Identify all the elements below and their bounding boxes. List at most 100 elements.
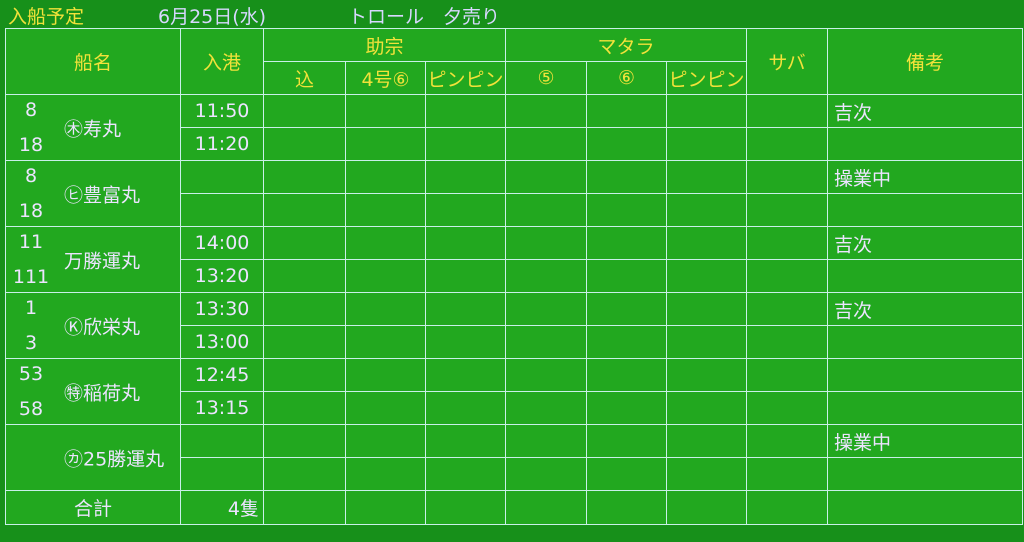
- note-cell: [827, 127, 1024, 161]
- col-arrival: 入港: [180, 28, 264, 95]
- qty-cell: [666, 94, 748, 128]
- total-cell: [345, 490, 426, 525]
- title-bar: 入船予定 6月25日(水) トロール 夕売り: [0, 0, 1024, 28]
- table-row: ㋕25勝運丸 操業中: [5, 424, 1024, 491]
- table-row: 8 18 ㊍寿丸 11:50 吉次: [5, 94, 1024, 161]
- arrival-time: 13:00: [180, 325, 264, 359]
- table-row: 13:15: [6, 391, 1024, 425]
- arrival-schedule-table: 船名 入港 助宗 マタラ サバ 備考 込 4号⑥ ピンピン ⑤ ⑥ ピンピン 8…: [5, 28, 1024, 525]
- qty-cell: [666, 358, 748, 392]
- qty-cell: [345, 325, 426, 359]
- total-row: 合計 4隻: [5, 490, 1024, 525]
- board-kind: トロール 夕売り: [348, 6, 501, 28]
- qty-cell: [505, 391, 588, 425]
- qty-cell: [345, 127, 426, 161]
- qty-cell: [424, 127, 507, 161]
- table-row: [6, 457, 1024, 491]
- table-row: 1 3 Ⓚ欣栄丸 13:30 吉次: [5, 292, 1024, 359]
- qty-cell: [586, 457, 668, 491]
- qty-cell: [666, 193, 748, 227]
- arrival-time: 13:30: [180, 292, 264, 326]
- qty-cell: [586, 292, 668, 326]
- qty-cell: [263, 160, 346, 194]
- qty-cell: [586, 325, 668, 359]
- qty-cell: [505, 325, 588, 359]
- ship-cell: 1 3 Ⓚ欣栄丸: [5, 292, 181, 359]
- qty-cell: [505, 358, 588, 392]
- ship-number: 18: [18, 134, 44, 156]
- qty-cell: [505, 457, 588, 491]
- ship-cell: 11 111 万勝運丸: [5, 226, 181, 293]
- qty-cell: [424, 259, 507, 293]
- qty-cell: [263, 391, 346, 425]
- col-group2: マタラ: [505, 28, 748, 62]
- qty-cell: [345, 457, 426, 491]
- table-row: 13:00: [6, 325, 1024, 359]
- ship-number: 58: [18, 398, 44, 420]
- qty-cell: [746, 358, 829, 392]
- arrival-time: 13:15: [180, 391, 264, 425]
- qty-cell: [263, 127, 346, 161]
- note-cell: [827, 259, 1024, 293]
- ship-cell: 53 58 ㊕稲荷丸: [5, 358, 181, 425]
- qty-cell: [263, 226, 346, 260]
- arrival-time: 14:00: [180, 226, 264, 260]
- qty-cell: [586, 160, 668, 194]
- total-cell: [827, 490, 1024, 525]
- qty-cell: [746, 160, 829, 194]
- qty-cell: [666, 457, 748, 491]
- note-cell: [827, 193, 1024, 227]
- qty-cell: [505, 292, 588, 326]
- qty-cell: [345, 259, 426, 293]
- col-group1-sub: ピンピン: [424, 61, 507, 95]
- total-cell: [505, 490, 588, 525]
- qty-cell: [345, 424, 426, 458]
- arrival-time: 13:20: [180, 259, 264, 293]
- note-cell: 操業中: [827, 424, 1024, 458]
- qty-cell: [586, 259, 668, 293]
- qty-cell: [263, 94, 346, 128]
- qty-cell: [586, 193, 668, 227]
- ship-name: Ⓚ欣栄丸: [64, 316, 141, 338]
- total-cell: [586, 490, 668, 525]
- qty-cell: [746, 292, 829, 326]
- arrival-time: 11:50: [180, 94, 264, 128]
- qty-cell: [586, 226, 668, 260]
- qty-cell: [586, 94, 668, 128]
- qty-cell: [666, 160, 748, 194]
- qty-cell: [746, 226, 829, 260]
- qty-cell: [666, 127, 748, 161]
- table-row: 11 111 万勝運丸 14:00 吉次: [5, 226, 1024, 293]
- qty-cell: [424, 193, 507, 227]
- col-group1: 助宗: [262, 28, 507, 62]
- qty-cell: [345, 193, 426, 227]
- arrival-time: [180, 457, 264, 491]
- note-cell: 吉次: [827, 292, 1024, 326]
- qty-cell: [666, 292, 748, 326]
- board-title: 入船予定: [8, 6, 85, 28]
- ship-name: ㊍寿丸: [64, 118, 122, 140]
- arrival-time: [180, 193, 264, 227]
- qty-cell: [666, 259, 748, 293]
- qty-cell: [746, 193, 829, 227]
- qty-cell: [424, 94, 507, 128]
- col-group1-sub: 4号⑥: [345, 61, 426, 95]
- col-notes: 備考: [827, 28, 1024, 95]
- ship-name: ㋕25勝運丸: [64, 448, 165, 470]
- ship-number: 53: [18, 363, 44, 385]
- qty-cell: [746, 259, 829, 293]
- qty-cell: [746, 457, 829, 491]
- col-group2-sub: ⑤: [505, 61, 588, 95]
- qty-cell: [746, 325, 829, 359]
- qty-cell: [505, 424, 588, 458]
- qty-cell: [505, 193, 588, 227]
- qty-cell: [424, 457, 507, 491]
- ship-number: 1: [24, 297, 38, 319]
- note-cell: [827, 457, 1024, 491]
- ship-number: 8: [24, 99, 38, 121]
- qty-cell: [424, 358, 507, 392]
- qty-cell: [424, 325, 507, 359]
- ship-number: 11: [18, 231, 44, 253]
- col-group2-sub: ⑥: [586, 61, 668, 95]
- qty-cell: [746, 391, 829, 425]
